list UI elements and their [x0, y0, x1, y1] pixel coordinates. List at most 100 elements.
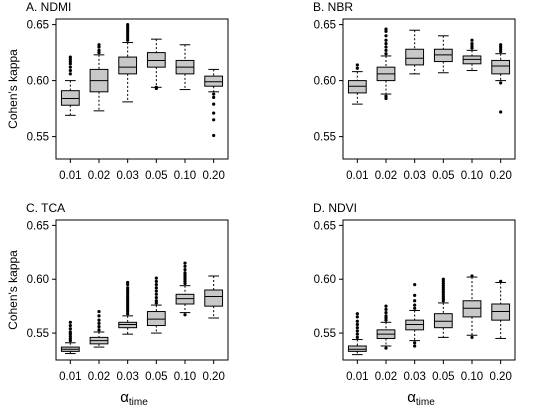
outlier-point	[68, 72, 72, 76]
outlier-point	[68, 55, 72, 59]
outlier-point	[384, 27, 388, 31]
panel-title: B. NBR	[313, 0, 353, 14]
y-tick-label: 0.55	[27, 328, 49, 340]
outlier-point	[97, 321, 101, 325]
x-tick-label: 0.05	[145, 170, 167, 182]
box-body	[204, 289, 224, 307]
x-tick-label: 0.20	[489, 170, 511, 182]
outlier-point	[154, 279, 158, 283]
panel-2: B. NBR 0.55 0.60 0.65 0.01 0.02 0.03 0.05 0.10 0.…	[313, 0, 516, 182]
outlier-point	[499, 110, 503, 114]
outlier-point	[384, 311, 388, 315]
outlier-point	[499, 43, 503, 47]
box-body	[175, 293, 195, 305]
outlier-point	[470, 38, 474, 42]
y-tick-label: 0.65	[314, 20, 336, 32]
box-body	[405, 48, 425, 66]
outlier-point	[154, 276, 158, 280]
box-0.05	[146, 38, 166, 91]
outlier-point	[355, 326, 359, 330]
outlier-point	[384, 314, 388, 318]
box-body	[204, 75, 224, 87]
x-tick-label: 0.01	[346, 371, 368, 383]
box-body	[491, 303, 511, 321]
y-tick-label: 0.60	[27, 76, 49, 88]
box-body	[118, 56, 138, 75]
panel-3: C. TCA Cohen's kappa 0.55 0.60 0.65 0.01 0.02 0…	[6, 201, 229, 383]
outlier-point	[126, 280, 130, 285]
outlier-point	[97, 43, 101, 47]
outlier-point	[126, 36, 130, 40]
outlier-point	[68, 68, 72, 73]
y-axis-label: Cohen's kappa	[6, 49, 20, 129]
outlier-point	[499, 47, 503, 51]
box-0.10	[175, 261, 195, 317]
outlier-point	[126, 38, 130, 42]
outlier-point	[384, 94, 388, 98]
outlier-point	[413, 293, 417, 297]
box-body	[462, 300, 482, 318]
outlier-point	[183, 313, 187, 317]
outlier-point	[68, 320, 72, 324]
y-axis-label: Cohen's kappa	[6, 250, 20, 330]
box-0.20	[204, 275, 224, 319]
outlier-point	[355, 332, 359, 336]
outlier-point	[355, 319, 359, 323]
outlier-point	[212, 95, 216, 99]
outlier-point	[68, 62, 72, 66]
x-tick-label: 0.05	[432, 371, 454, 383]
outlier-point	[154, 295, 158, 300]
x-tick-label: 0.20	[202, 170, 224, 182]
outlier-point	[126, 25, 130, 29]
outlier-point	[154, 299, 158, 303]
box-body	[462, 55, 482, 65]
outlier-point	[355, 315, 359, 319]
outlier-point	[154, 292, 158, 296]
y-tick-label: 0.55	[314, 328, 336, 340]
box-0.20	[204, 68, 224, 138]
outlier-point	[499, 81, 503, 85]
outlier-point	[97, 45, 101, 49]
outlier-point	[68, 330, 72, 334]
x-tick-label: 0.01	[346, 170, 368, 182]
x-tick-label: 0.10	[174, 371, 196, 383]
box-body	[118, 321, 138, 329]
outlier-point	[384, 38, 388, 42]
x-axis-label-sub: time	[129, 397, 148, 407]
outlier-point	[470, 46, 474, 50]
outlier-point	[183, 271, 187, 275]
outlier-point	[126, 31, 130, 36]
outlier-point	[154, 85, 158, 89]
x-tick-label: 0.20	[202, 371, 224, 383]
outlier-point	[97, 318, 101, 322]
outlier-point	[384, 96, 388, 101]
outlier-point	[384, 48, 388, 52]
outlier-point	[68, 59, 72, 64]
box-0.10	[175, 44, 195, 91]
box-0.05	[146, 276, 166, 334]
outlier-point	[97, 51, 101, 55]
outlier-point	[212, 118, 216, 122]
box-0.03	[118, 280, 138, 335]
outlier-point	[384, 304, 388, 308]
box-0.03	[405, 283, 425, 348]
outlier-point	[154, 283, 158, 287]
box-body	[433, 313, 453, 329]
y-tick-label: 0.55	[314, 132, 336, 144]
box-body	[491, 59, 511, 75]
outlier-point	[355, 322, 359, 327]
box-0.03	[405, 29, 425, 75]
outlier-point	[470, 335, 474, 339]
outlier-point	[212, 111, 216, 115]
x-tick-label: 0.03	[116, 170, 138, 182]
x-tick-label: 0.05	[432, 170, 454, 182]
outlier-point	[97, 328, 101, 332]
outlier-point	[384, 29, 388, 33]
x-axis-label-main: α	[120, 389, 129, 406]
box-body	[347, 345, 367, 352]
x-tick-label: 0.01	[59, 170, 81, 182]
box-0.05	[433, 277, 453, 338]
outlier-point	[355, 63, 359, 67]
y-tick-label: 0.65	[314, 220, 336, 232]
outlier-point	[183, 267, 187, 272]
